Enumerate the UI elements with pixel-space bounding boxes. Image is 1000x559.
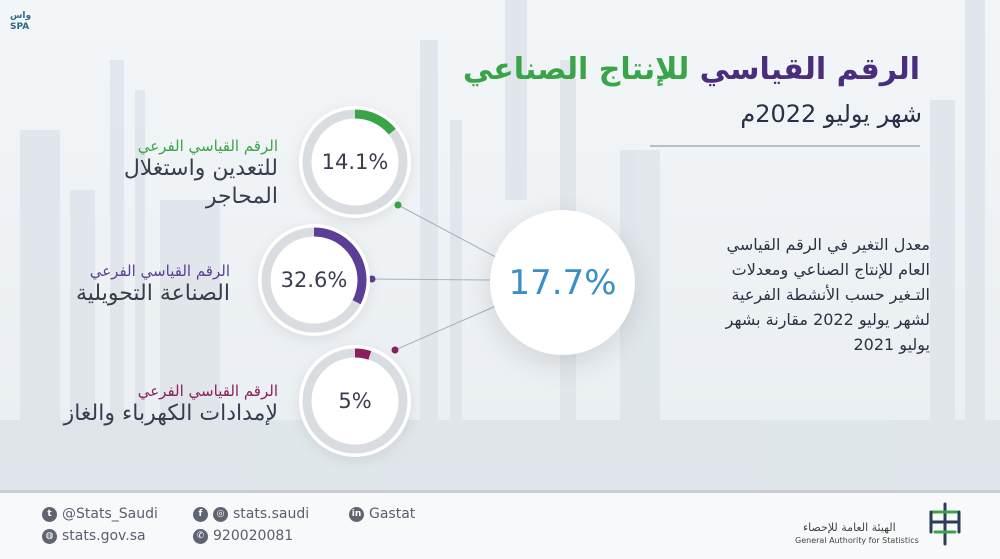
description: معدل التغير في الرقم القياسي العام للإنت… [690, 232, 930, 357]
label-mining-small: الرقم القياسي الفرعي [137, 137, 278, 155]
label-manufacturing-small: الرقم القياسي الفرعي [89, 262, 230, 280]
center-value: 17.7% [508, 262, 617, 303]
connector-lines [368, 201, 506, 354]
label-mining-line1: للتعدين واستغلال [123, 156, 278, 181]
twitter-link[interactable]: t @Stats_Saudi [42, 506, 158, 522]
phone-number: 920020081 [213, 528, 294, 544]
gastat-logo [929, 502, 961, 546]
instagram-icon: ◎ [213, 506, 228, 522]
title-part1: الرقم القياسي [699, 52, 920, 87]
label-mining: الرقم القياسي الفرعي للتعدين واستغلال ال… [124, 137, 278, 211]
ring-electricity-value: 5% [338, 389, 372, 413]
facebook-icon: f [193, 506, 208, 522]
spa-logo: واس SPA [10, 8, 40, 32]
footer [0, 490, 1000, 559]
instagram-handle: stats.saudi [233, 506, 310, 522]
globe-icon: ◍ [42, 528, 57, 544]
twitter-icon: t [42, 506, 57, 522]
factory-silhouette [0, 0, 1000, 490]
description-line: لشهر يوليو 2022 مقارنة بشهر [725, 310, 930, 329]
background-factory [0, 0, 1000, 490]
ring-electricity: 5% [299, 345, 411, 457]
linkedin-link[interactable]: in Gastat [349, 506, 415, 522]
center-value-circle: 17.7% [490, 210, 635, 355]
ring-manufacturing-arc [261, 227, 367, 333]
label-mining-line2: المحاجر [205, 184, 278, 209]
description-line: التـغير حسب الأنشطة الفرعية [731, 285, 930, 304]
ring-manufacturing-value: 32.6% [280, 268, 348, 292]
website-link[interactable]: ◍ stats.gov.sa [42, 528, 146, 544]
description-line: معدل التغير في الرقم القياسي [726, 235, 930, 254]
svg-text:واس: واس [10, 11, 31, 21]
social-link[interactable]: f ◎ stats.saudi [193, 506, 309, 522]
ring-mining: 14.1% [299, 106, 411, 218]
authority-name-ar: الهيئة العامة للإحصاء [803, 521, 896, 534]
phone-icon: ✆ [193, 528, 208, 544]
label-electricity-small: الرقم القياسي الفرعي [137, 382, 278, 400]
ring-manufacturing: 32.6% [258, 224, 370, 336]
linkedin-handle: Gastat [369, 506, 416, 522]
title-part2: للإنتاج الصناعي [462, 52, 690, 87]
svg-text:SPA: SPA [10, 22, 29, 30]
description-line: العام للإنتاج الصناعي ومعدلات [731, 260, 930, 279]
label-manufacturing: الرقم القياسي الفرعي الصناعة التحويلية [76, 262, 230, 308]
ring-mining-value: 14.1% [321, 150, 389, 174]
authority-name-en: General Authority for Statistics [795, 536, 919, 545]
label-electricity: الرقم القياسي الفرعي لإمدادات الكهرباء و… [64, 382, 278, 428]
ring-mining-arc [302, 109, 408, 215]
label-electricity-line1: لإمدادات الكهرباء والغاز [63, 401, 278, 426]
page-subtitle: شهر يوليو 2022م [740, 100, 922, 128]
website-url: stats.gov.sa [62, 528, 146, 544]
twitter-handle: @Stats_Saudi [62, 506, 158, 522]
phone-link[interactable]: ✆ 920020081 [193, 528, 293, 544]
description-line: يوليو 2021 [853, 335, 931, 354]
linkedin-icon: in [349, 506, 364, 522]
subtitle-divider [650, 145, 920, 147]
page-title: الرقم القياسي للإنتاج الصناعي [463, 52, 920, 87]
label-manufacturing-line1: الصناعة التحويلية [75, 281, 230, 306]
ring-electricity-arc [302, 348, 408, 454]
footer-divider [0, 490, 1000, 493]
